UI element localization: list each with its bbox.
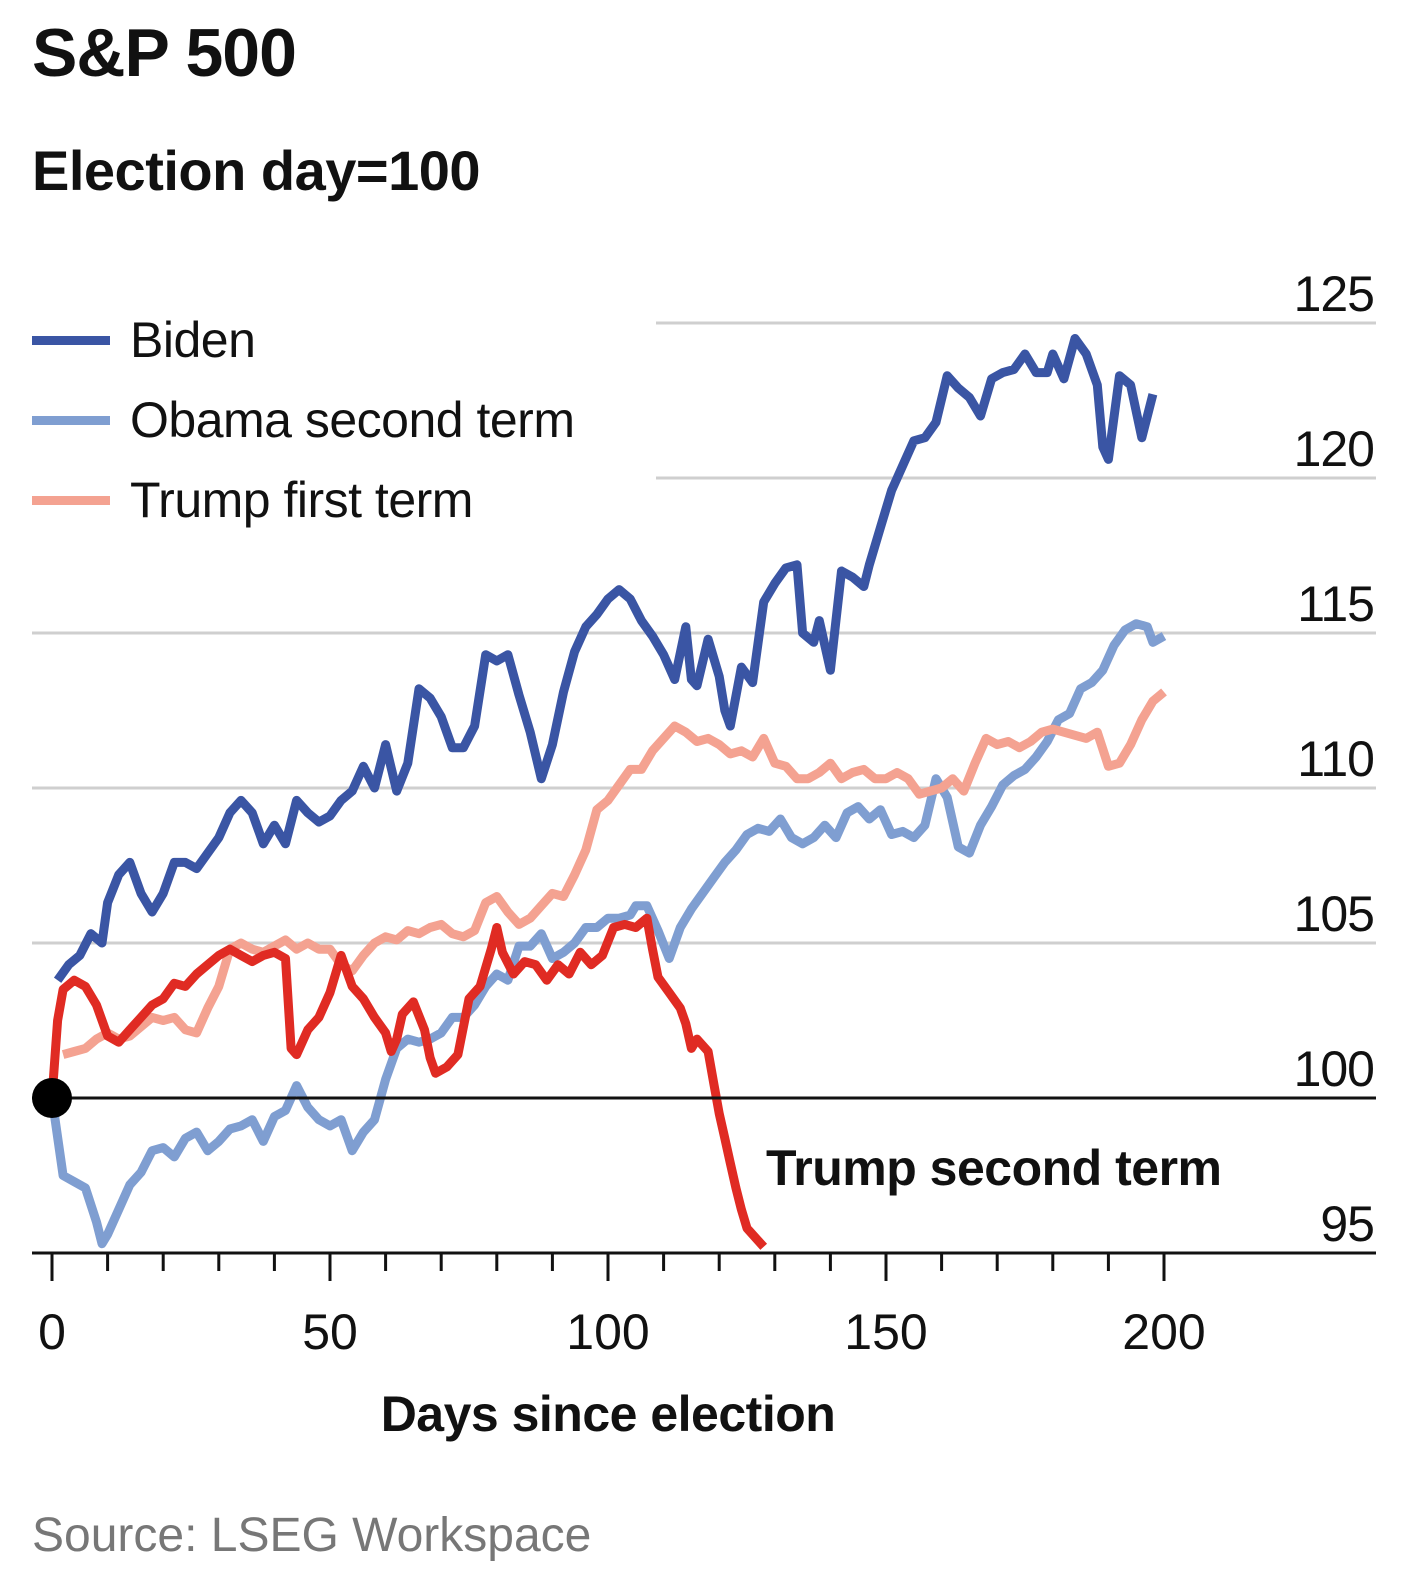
series-line-obama <box>47 619 1167 1249</box>
x-axis: 0 50 100 150 200 Days since election <box>32 1251 1376 1442</box>
grid-layer <box>32 321 1376 945</box>
chart-subtitle: Election day=100 <box>32 139 481 202</box>
y-axis: 95 100 105 110 115 120 125 Trump second term <box>766 266 1375 1252</box>
series-line-trump-second <box>47 913 768 1250</box>
legend-item-obama: Obama second term <box>32 380 575 460</box>
legend-swatch-obama <box>32 415 110 425</box>
legend-swatch-trump-first <box>32 495 110 505</box>
legend: Biden Obama second term Trump first term <box>32 300 575 540</box>
legend-label-trump-first: Trump first term <box>130 472 473 528</box>
x-axis-title: Days since election <box>381 1386 836 1442</box>
y-tick-label: 100 <box>1294 1041 1374 1097</box>
y-tick-label: 120 <box>1294 421 1374 477</box>
series-layer <box>32 334 1376 1250</box>
y-tick-label: 125 <box>1294 266 1374 322</box>
x-tick-label: 150 <box>844 1304 927 1360</box>
series-line-biden <box>53 334 1158 983</box>
y-tick-label: 110 <box>1297 731 1374 787</box>
election-day-marker <box>32 1078 72 1118</box>
legend-item-biden: Biden <box>32 300 574 380</box>
legend-label-obama: Obama second term <box>130 392 575 448</box>
y-tick-label: 115 <box>1297 576 1374 632</box>
source-note: Source: LSEG Workspace <box>32 1509 592 1562</box>
series-line-trump-first <box>61 688 1167 1059</box>
legend-swatch-biden <box>32 335 110 345</box>
chart-title: S&P 500 <box>32 15 297 91</box>
x-tick-label: 50 <box>302 1304 358 1360</box>
annotation-trump-second-term: Trump second term <box>766 1140 1222 1196</box>
x-tick-label: 100 <box>566 1304 649 1360</box>
y-tick-label: 105 <box>1294 886 1374 942</box>
x-tick-label: 200 <box>1122 1304 1205 1360</box>
y-tick-label: 95 <box>1320 1196 1374 1252</box>
x-tick-label: 0 <box>38 1304 66 1360</box>
legend-item-trump-first: Trump first term <box>32 460 574 540</box>
legend-label-biden: Biden <box>130 312 256 368</box>
